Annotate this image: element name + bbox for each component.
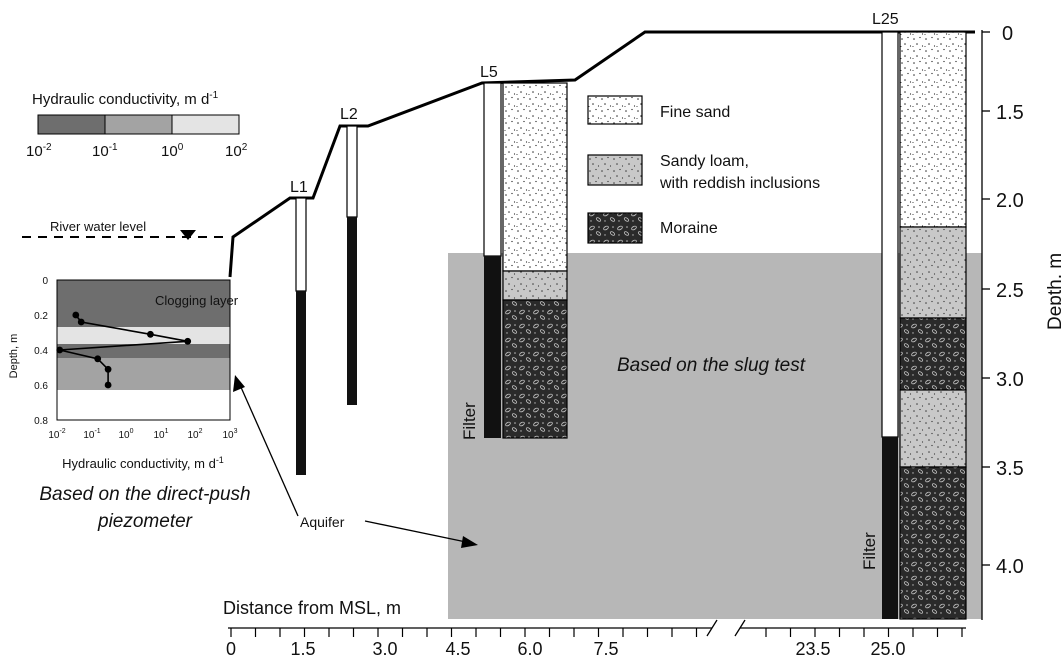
slug-test-label: Based on the slug test — [617, 355, 806, 376]
colorbar-tick: 10-2 — [26, 142, 52, 160]
filter-label-l5: Filter — [460, 402, 479, 440]
well-l5: L5 Filter — [460, 64, 568, 440]
well-l1: L1 — [290, 179, 308, 475]
depth-axis-label: Depth, m — [1045, 253, 1061, 330]
aquifer-label: Aquifer — [300, 514, 345, 530]
aquifer-arrow-to-region — [364, 520, 467, 543]
lithology-legend: Fine sand Sandy loam, with reddish inclu… — [587, 95, 820, 244]
distance-axis-label: Distance from MSL, m — [223, 598, 401, 618]
aquifer-arrow-to-inset — [239, 384, 299, 517]
distance-axis: Distance from MSL, m 0 1.5 3.0 4.5 6.0 7… — [223, 598, 966, 659]
colorbar-tick: 100 — [161, 142, 184, 160]
l25-moraine — [899, 466, 967, 620]
colorbar-segment — [37, 114, 106, 135]
distance-tick: 7.5 — [593, 639, 618, 659]
inset-band-clogging — [57, 280, 230, 327]
inset-data-point — [147, 330, 154, 338]
inset-series — [56, 311, 192, 389]
well-label-l25: L25 — [872, 11, 899, 28]
inset-xtick: 103 — [222, 428, 237, 441]
inset-data-point — [56, 346, 64, 354]
well-label-l1: L1 — [290, 179, 308, 196]
colorbar-tick: 10-1 — [92, 142, 118, 160]
colorbar-title: Hydraulic conductivity, m d — [32, 91, 209, 108]
inset-band-light — [57, 327, 230, 344]
inset-data-point — [77, 318, 85, 326]
inset-data-point — [104, 381, 112, 389]
distance-tick: 25.0 — [870, 639, 905, 659]
depth-tick: 3.5 — [996, 458, 1024, 480]
inset-xtick: 102 — [187, 428, 202, 441]
inset-ytick: 0.8 — [34, 416, 48, 427]
depth-tick: 1.5 — [996, 102, 1024, 124]
direct-push-label-2: piezometer — [97, 511, 193, 532]
l25-sandy-loam — [899, 226, 967, 319]
distance-tick: 1.5 — [290, 639, 315, 659]
inset-xtick: 100 — [118, 428, 133, 441]
colorbar-title-sup: -1 — [209, 90, 218, 101]
depth-tick: 4.0 — [996, 556, 1024, 578]
depth-tick: 2.5 — [996, 280, 1024, 302]
l5-sandy-loam — [502, 270, 568, 301]
inset-data-point — [94, 355, 102, 363]
inset-xtick: 10-2 — [48, 428, 65, 441]
legend-label-fine-sand: Fine sand — [660, 104, 730, 121]
distance-tick: 3.0 — [372, 639, 397, 659]
filter-label-l25: Filter — [860, 532, 879, 570]
distance-tick: 6.0 — [517, 639, 542, 659]
inset-data-point — [104, 365, 112, 373]
legend-swatch-moraine — [587, 212, 643, 244]
colorbar-segment — [104, 114, 173, 135]
depth-tick: 0 — [1002, 23, 1013, 45]
legend-swatch-sandy-loam — [587, 154, 643, 186]
water-level-triangle-icon — [180, 230, 196, 240]
l25-moraine — [899, 317, 967, 391]
l5-moraine — [502, 299, 568, 439]
distance-tick: 0 — [226, 639, 236, 659]
distance-tick: 4.5 — [445, 639, 470, 659]
colorbar-tick: 102 — [225, 142, 248, 160]
inset-ylabel: Depth, m — [8, 334, 20, 379]
svg-text:Hydraulic conductivity, m d-1: Hydraulic conductivity, m d-1 — [32, 90, 219, 108]
depth-tick: 3.0 — [996, 369, 1024, 391]
inset-data-point — [72, 311, 80, 319]
inset-band-medium — [57, 358, 230, 390]
well-label-l5: L5 — [480, 64, 498, 81]
well-label-l2: L2 — [340, 106, 358, 123]
conductivity-colorbar: Hydraulic conductivity, m d-1 10-2 10-1 … — [26, 90, 248, 160]
inset-xtick: 101 — [153, 428, 168, 441]
inset-data-point — [184, 337, 192, 345]
inset-ytick: 0.2 — [34, 311, 48, 322]
inset-ytick: 0.4 — [34, 346, 48, 357]
l25-fine-sand — [899, 31, 967, 228]
colorbar-segment — [171, 114, 240, 135]
well-l2: L2 — [340, 106, 358, 405]
direct-push-label: Based on the direct-push — [39, 484, 250, 505]
depth-axis: 0 1.5 2.0 2.5 3.0 3.5 4.0 Depth, m — [981, 23, 1061, 620]
clogging-layer-label: Clogging layer — [155, 293, 239, 308]
depth-tick: 2.0 — [996, 190, 1024, 212]
legend-swatch-fine-sand — [587, 95, 643, 125]
legend-label-moraine: Moraine — [660, 220, 718, 237]
legend-label-sandy-loam: Sandy loam, — [660, 153, 749, 170]
distance-tick: 23.5 — [795, 639, 830, 659]
l25-sandy-loam — [899, 389, 967, 468]
inset-ytick: 0 — [42, 276, 48, 287]
arrowhead-icon — [461, 536, 478, 548]
arrowhead-icon — [233, 375, 245, 392]
river-water-level-label: River water level — [50, 219, 146, 234]
inset-ytick: 0.6 — [34, 381, 48, 392]
inset-xlabel: Hydraulic conductivity, m d-1 — [62, 455, 224, 471]
well-l25: L25 Filter — [860, 11, 967, 620]
inset-xtick: 10-1 — [83, 428, 100, 441]
l5-fine-sand — [502, 82, 568, 272]
legend-label-sandy-loam-2: with reddish inclusions — [659, 175, 820, 192]
direct-push-inset: Clogging layer Depth, m 0 0.2 0.4 0.6 0.… — [8, 276, 239, 471]
